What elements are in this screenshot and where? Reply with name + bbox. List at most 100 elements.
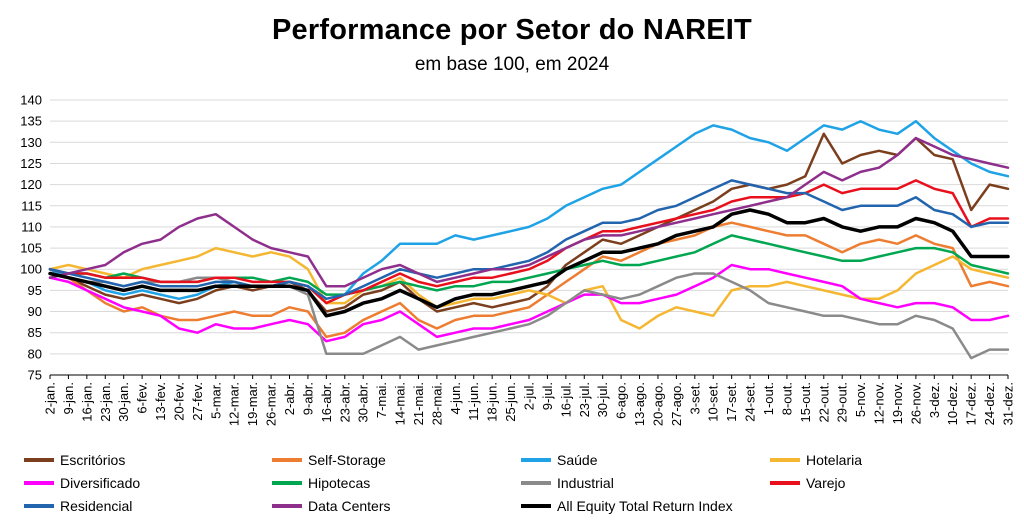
x-tick-label: 5-mar. [208, 382, 223, 419]
x-tick-label: 23-jul. [577, 382, 592, 417]
x-tick-label: 10-set. [706, 382, 721, 422]
legend-label: Diversificado [60, 475, 141, 491]
x-tick-label: 11-jun. [466, 382, 481, 421]
x-tick-label: 24-set. [743, 382, 758, 422]
legend-label: Hotelaria [806, 452, 863, 468]
x-tick-label: 30-abr. [356, 382, 371, 422]
legend-swatch [521, 504, 551, 508]
x-tick-label: 13-ago. [632, 382, 647, 426]
legend-swatch [770, 458, 800, 462]
y-tick-label: 135 [20, 114, 42, 129]
series-line-0 [48, 132, 1010, 313]
y-tick-label: 110 [21, 219, 42, 234]
x-tick-label: 19-nov. [890, 382, 905, 424]
x-tick-label: 23-jan. [98, 382, 113, 422]
x-tick-label: 26-nov. [908, 382, 923, 424]
y-tick-label: 95 [28, 283, 42, 298]
chart-legend: Escritórios Self-Storage Saúde Hotelaria Div… [24, 449, 1024, 521]
legend-label: Saúde [557, 452, 598, 468]
y-tick-label: 100 [20, 262, 42, 277]
legend-item: All Equity Total Return Index [521, 495, 733, 517]
series-line-4 [48, 263, 1010, 343]
x-tick-label: 10-dez. [945, 382, 960, 425]
legend-item: Escritórios [24, 449, 125, 471]
x-tick-label: 12-nov. [872, 382, 887, 424]
legend-label: Residencial [60, 498, 133, 514]
x-tick-label: 29-out. [835, 382, 850, 422]
series-line-1 [48, 221, 1010, 339]
legend-item: Residencial [24, 495, 132, 517]
legend-swatch [24, 458, 54, 462]
x-tick-label: 5-nov. [853, 382, 868, 417]
legend-label: Self-Storage [308, 452, 386, 468]
y-tick-label: 120 [20, 177, 42, 192]
series-line-7 [48, 179, 1010, 305]
legend-swatch [24, 504, 54, 508]
x-tick-label: 26-mar. [264, 382, 279, 426]
legend-swatch [272, 481, 302, 485]
legend-label: Escritórios [60, 452, 126, 468]
legend-item: Saúde [521, 449, 597, 471]
x-tick-label: 17-set. [724, 382, 739, 422]
chart-title: Performance por Setor do NAREIT [272, 14, 752, 46]
x-tick-label: 2-jul. [522, 382, 537, 410]
x-tick-label: 20-fev. [171, 382, 186, 421]
x-tick-label: 23-abr. [337, 382, 352, 422]
legend-swatch [272, 458, 302, 462]
x-tick-label: 14-mai. [393, 382, 408, 425]
series-line-10 [48, 208, 1010, 318]
y-tick-label: 85 [28, 325, 42, 340]
x-tick-label: 18-jun. [485, 382, 500, 422]
x-tick-label: 6-fev. [135, 382, 150, 414]
x-tick-label: 24-dez. [982, 382, 997, 425]
x-tick-label: 27-ago. [669, 382, 684, 426]
chart-series [48, 119, 1010, 360]
legend-label: Industrial [557, 475, 614, 491]
x-tick-label: 16-jul. [558, 382, 573, 417]
series-line-9 [48, 136, 1010, 288]
x-tick-label: 2-jan. [43, 382, 58, 415]
legend-item: Varejo [770, 472, 845, 494]
legend-item: Self-Storage [272, 449, 386, 471]
x-tick-label: 16-abr. [319, 382, 334, 422]
legend-item: Diversificado [24, 472, 140, 494]
x-tick-label: 31-dez. [1001, 382, 1016, 425]
y-tick-label: 140 [20, 93, 42, 108]
legend-swatch [521, 481, 551, 485]
x-tick-label: 30-jan. [116, 382, 131, 422]
y-tick-label: 115 [21, 198, 42, 213]
series-line-6 [48, 272, 1010, 360]
legend-item: Data Centers [272, 495, 390, 517]
x-axis: 2-jan. 9-jan. 16-jan. 23-jan. 30-jan. 6-fev. 1… [43, 374, 1016, 426]
x-tick-label: 21-mai. [411, 382, 426, 425]
y-tick-label: 80 [28, 346, 42, 361]
legend-item: Hotelaria [770, 449, 862, 471]
x-tick-label: 22-out. [816, 382, 831, 422]
x-tick-label: 9-jul. [540, 382, 555, 410]
x-tick-label: 1-out. [761, 382, 776, 415]
x-tick-label: 7-mai. [374, 382, 389, 418]
chart-subtitle: em base 100, em 2024 [414, 54, 610, 75]
chart-grid [50, 99, 1008, 376]
x-tick-label: 25-jun. [503, 382, 518, 422]
x-tick-label: 9-abr. [300, 382, 315, 415]
y-tick-label: 105 [20, 241, 42, 256]
x-tick-label: 19-mar. [245, 382, 260, 426]
legend-label: All Equity Total Return Index [557, 498, 733, 514]
x-tick-label: 3-set. [687, 382, 702, 415]
x-tick-label: 15-out. [798, 382, 813, 422]
x-tick-label: 9-jan. [61, 382, 76, 415]
x-tick-label: 4-jun. [448, 382, 463, 415]
x-tick-label: 12-mar. [227, 382, 242, 426]
legend-item: Hipotecas [272, 472, 370, 494]
y-tick-label: 90 [28, 304, 42, 319]
legend-label: Varejo [806, 475, 846, 491]
x-tick-label: 13-fev. [153, 382, 168, 421]
x-tick-label: 6-ago. [614, 382, 629, 419]
x-tick-label: 8-out. [779, 382, 794, 415]
legend-swatch [272, 504, 302, 508]
y-tick-label: 125 [20, 156, 42, 171]
legend-swatch [521, 458, 551, 462]
series-line-3 [48, 246, 1010, 330]
